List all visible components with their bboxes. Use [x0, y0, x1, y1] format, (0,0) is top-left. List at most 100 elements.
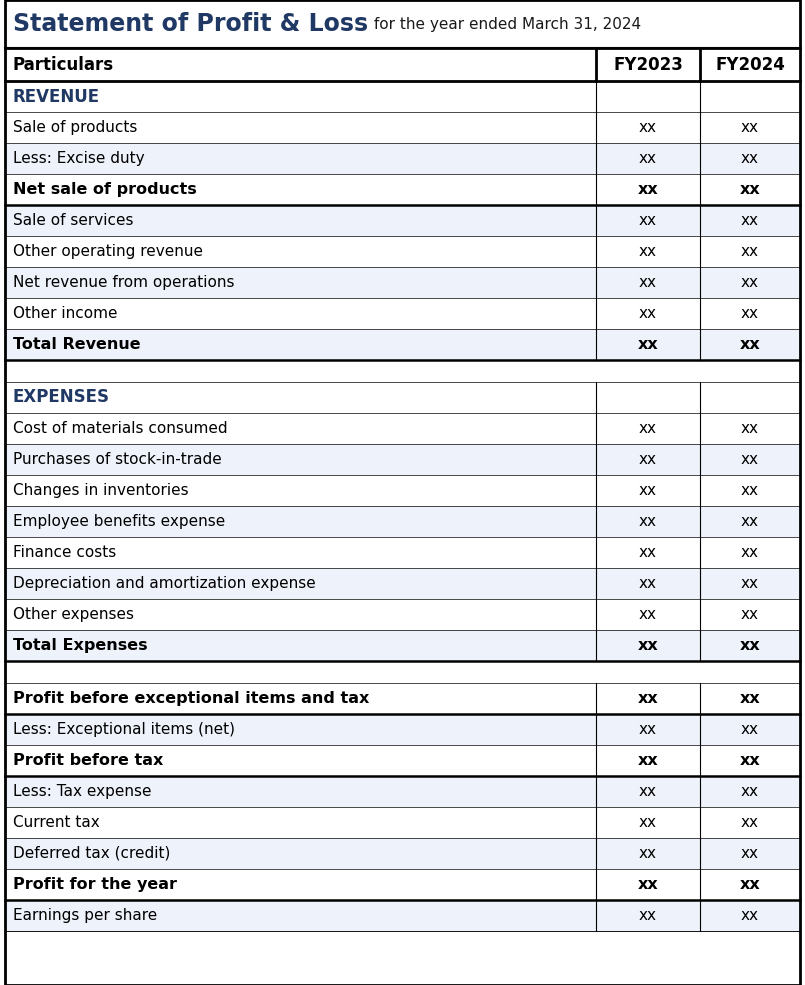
Text: Net sale of products: Net sale of products	[13, 182, 196, 197]
Text: Sale of services: Sale of services	[13, 213, 134, 228]
Bar	[5, 236, 800, 267]
Text: Total Expenses: Total Expenses	[13, 638, 147, 653]
Text: xx: xx	[740, 638, 761, 653]
Bar	[5, 298, 800, 329]
Text: Current tax: Current tax	[13, 815, 100, 830]
Text: xx: xx	[741, 722, 759, 737]
Text: xx: xx	[740, 691, 761, 706]
Text: xx: xx	[639, 784, 657, 799]
Text: Particulars: Particulars	[13, 55, 114, 74]
Text: xx: xx	[741, 421, 759, 436]
Text: Purchases of stock-in-trade: Purchases of stock-in-trade	[13, 452, 221, 467]
Text: xx: xx	[638, 753, 658, 768]
Text: xx: xx	[639, 908, 657, 923]
Text: xx: xx	[639, 483, 657, 498]
Text: Depreciation and amortization expense: Depreciation and amortization expense	[13, 576, 316, 591]
Text: Finance costs: Finance costs	[13, 545, 116, 560]
Text: xx: xx	[741, 815, 759, 830]
Text: Statement of Profit & Loss: Statement of Profit & Loss	[13, 12, 368, 36]
Bar	[5, 329, 800, 360]
Bar	[5, 599, 800, 630]
Text: Other income: Other income	[13, 306, 118, 321]
Text: xx: xx	[741, 545, 759, 560]
Bar	[5, 931, 800, 985]
Text: xx: xx	[639, 607, 657, 622]
Text: xx: xx	[639, 514, 657, 529]
Text: xx: xx	[638, 638, 658, 653]
Bar	[5, 900, 800, 931]
Bar	[5, 568, 800, 599]
Bar	[5, 661, 800, 683]
Bar	[5, 745, 800, 776]
Bar	[5, 0, 800, 48]
Text: Profit before exceptional items and tax: Profit before exceptional items and tax	[13, 691, 369, 706]
Bar	[5, 382, 800, 413]
Text: Cost of materials consumed: Cost of materials consumed	[13, 421, 228, 436]
Bar	[5, 143, 800, 174]
Bar	[5, 869, 800, 900]
Bar	[5, 48, 800, 81]
Text: xx: xx	[741, 151, 759, 166]
Text: xx: xx	[741, 120, 759, 135]
Text: Profit before tax: Profit before tax	[13, 753, 163, 768]
Text: xx: xx	[741, 908, 759, 923]
Bar	[5, 174, 800, 205]
Text: xx: xx	[638, 182, 658, 197]
Bar	[5, 630, 800, 661]
Text: Other expenses: Other expenses	[13, 607, 134, 622]
Text: Less: Excise duty: Less: Excise duty	[13, 151, 145, 166]
Bar	[5, 360, 800, 382]
Bar	[5, 112, 800, 143]
Text: xx: xx	[639, 452, 657, 467]
Bar	[5, 776, 800, 807]
Text: xx: xx	[639, 576, 657, 591]
Text: xx: xx	[638, 691, 658, 706]
Bar	[5, 807, 800, 838]
Bar	[5, 413, 800, 444]
Bar	[5, 838, 800, 869]
Bar	[5, 267, 800, 298]
Text: xx: xx	[741, 213, 759, 228]
Text: xx: xx	[741, 483, 759, 498]
Text: xx: xx	[740, 182, 761, 197]
Text: xx: xx	[741, 576, 759, 591]
Text: FY2023: FY2023	[613, 55, 683, 74]
Text: xx: xx	[740, 337, 761, 352]
Text: Other operating revenue: Other operating revenue	[13, 244, 203, 259]
Text: Net revenue from operations: Net revenue from operations	[13, 275, 234, 290]
Text: xx: xx	[639, 545, 657, 560]
Text: for the year ended March 31, 2024: for the year ended March 31, 2024	[369, 17, 641, 32]
Bar	[5, 683, 800, 714]
Text: xx: xx	[639, 815, 657, 830]
Bar	[5, 506, 800, 537]
Text: xx: xx	[741, 452, 759, 467]
Text: Total Revenue: Total Revenue	[13, 337, 141, 352]
Bar	[5, 205, 800, 236]
Text: xx: xx	[639, 421, 657, 436]
Text: REVENUE: REVENUE	[13, 88, 100, 105]
Text: Less: Exceptional items (net): Less: Exceptional items (net)	[13, 722, 235, 737]
Text: xx: xx	[639, 120, 657, 135]
Text: FY2024: FY2024	[715, 55, 785, 74]
Text: xx: xx	[741, 607, 759, 622]
Text: xx: xx	[639, 151, 657, 166]
Text: xx: xx	[740, 753, 761, 768]
Text: xx: xx	[741, 306, 759, 321]
Text: xx: xx	[638, 337, 658, 352]
Text: xx: xx	[639, 244, 657, 259]
Text: Employee benefits expense: Employee benefits expense	[13, 514, 225, 529]
Text: Less: Tax expense: Less: Tax expense	[13, 784, 151, 799]
Text: xx: xx	[741, 275, 759, 290]
Text: xx: xx	[741, 244, 759, 259]
Bar	[5, 714, 800, 745]
Text: xx: xx	[740, 877, 761, 892]
Text: EXPENSES: EXPENSES	[13, 388, 110, 407]
Text: xx: xx	[741, 846, 759, 861]
Bar	[5, 444, 800, 475]
Text: xx: xx	[639, 306, 657, 321]
Text: xx: xx	[639, 846, 657, 861]
Text: xx: xx	[639, 213, 657, 228]
Bar	[5, 475, 800, 506]
Text: Earnings per share: Earnings per share	[13, 908, 157, 923]
Text: xx: xx	[741, 514, 759, 529]
